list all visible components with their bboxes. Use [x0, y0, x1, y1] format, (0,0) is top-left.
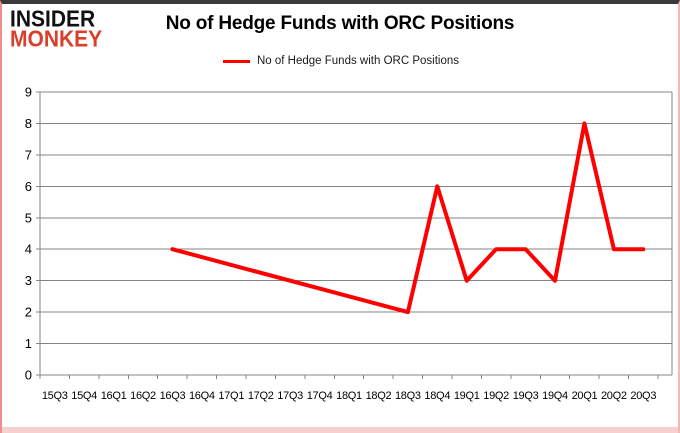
x-axis-tick-label: 15Q3 — [42, 390, 68, 402]
x-axis-tick-label: 19Q3 — [513, 390, 539, 402]
x-axis-tick-label: 18Q3 — [395, 390, 421, 402]
y-axis-tick-label: 6 — [25, 179, 32, 194]
x-axis-tick-label: 16Q1 — [101, 390, 127, 402]
x-axis-tick-label: 17Q1 — [218, 390, 244, 402]
x-axis-tick-label: 20Q3 — [630, 390, 656, 402]
y-axis-tick-label: 0 — [25, 368, 32, 383]
chart-title: No of Hedge Funds with ORC Positions — [165, 13, 515, 34]
x-axis-tick-label: 18Q1 — [336, 390, 362, 402]
x-axis-tick-label: 20Q2 — [601, 390, 627, 402]
x-axis-tick-label: 16Q3 — [160, 390, 186, 402]
x-axis-tick-label: 15Q4 — [71, 390, 97, 402]
x-axis-tick-label: 19Q1 — [454, 390, 480, 402]
logo-text-insider: INSIDER — [10, 7, 96, 32]
legend-line-swatch — [223, 59, 250, 63]
x-axis-tick-label: 17Q3 — [277, 390, 303, 402]
y-axis-tick-label: 9 — [25, 85, 32, 100]
y-axis-tick-label: 7 — [25, 147, 32, 162]
x-axis-tick-label: 16Q2 — [130, 390, 156, 402]
line-chart: 0 1 2 3 4 5 6 7 8 9 15Q3 15Q4 16Q1 16Q2 16Q3 16Q4 17Q1 17… — [25, 85, 673, 402]
y-axis-tick-label: 8 — [25, 116, 32, 131]
y-axis-tick-label: 2 — [25, 305, 32, 320]
logo-text-monkey: MONKEY — [10, 26, 103, 52]
legend-label: No of Hedge Funds with ORC Positions — [257, 55, 459, 67]
y-axis-tick-label: 4 — [25, 242, 32, 257]
x-axis-tick-label: 18Q4 — [424, 390, 450, 402]
x-axis-tick-label: 17Q4 — [307, 390, 333, 402]
bottom-shadow — [2, 427, 678, 433]
insider-monkey-logo: INSIDER MONKEY — [10, 7, 103, 52]
series-line — [170, 121, 646, 315]
x-axis-tick-label: 19Q4 — [542, 390, 568, 402]
chart-legend: No of Hedge Funds with ORC Positions — [223, 55, 459, 67]
y-axis-tick-label: 3 — [25, 273, 32, 288]
x-axis-tick-label: 19Q2 — [483, 390, 509, 402]
y-axis-tick-label: 1 — [25, 336, 32, 351]
y-axis-tick-label: 5 — [25, 210, 32, 225]
x-axis-tick-label: 20Q1 — [572, 390, 598, 402]
x-axis-tick-label: 16Q4 — [189, 390, 215, 402]
x-axis-tick-label: 17Q2 — [248, 390, 274, 402]
x-axis-tick-label: 18Q2 — [366, 390, 392, 402]
